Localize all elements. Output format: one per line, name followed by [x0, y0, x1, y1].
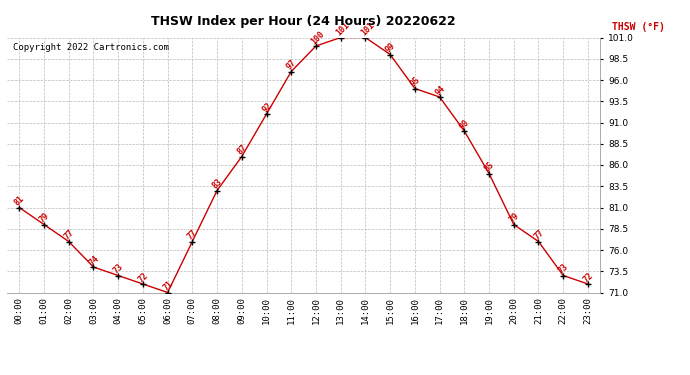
- Text: 71: 71: [161, 279, 175, 292]
- Text: 85: 85: [483, 160, 496, 174]
- Text: 90: 90: [458, 118, 471, 131]
- Text: 100: 100: [310, 29, 326, 46]
- Text: 72: 72: [137, 271, 150, 284]
- Text: 74: 74: [87, 254, 101, 267]
- Text: 77: 77: [186, 228, 199, 242]
- Text: 94: 94: [433, 84, 446, 97]
- Text: 81: 81: [13, 194, 26, 207]
- Text: 73: 73: [557, 262, 570, 276]
- Text: 95: 95: [408, 75, 422, 88]
- Text: 77: 77: [62, 228, 76, 242]
- Text: 87: 87: [235, 143, 249, 156]
- Text: 83: 83: [210, 177, 224, 190]
- Text: THSW Index per Hour (24 Hours) 20220622: THSW Index per Hour (24 Hours) 20220622: [151, 15, 456, 28]
- Text: Copyright 2022 Cartronics.com: Copyright 2022 Cartronics.com: [13, 43, 169, 52]
- Text: THSW (°F): THSW (°F): [612, 22, 665, 32]
- Text: 79: 79: [38, 211, 51, 225]
- Text: 72: 72: [582, 271, 595, 284]
- Text: 101: 101: [359, 21, 376, 38]
- Text: 101: 101: [335, 21, 351, 38]
- Text: 73: 73: [112, 262, 125, 276]
- Text: 77: 77: [532, 228, 546, 242]
- Text: 79: 79: [507, 211, 521, 225]
- Text: 99: 99: [384, 41, 397, 54]
- Text: 97: 97: [285, 58, 298, 72]
- Text: 92: 92: [260, 100, 273, 114]
